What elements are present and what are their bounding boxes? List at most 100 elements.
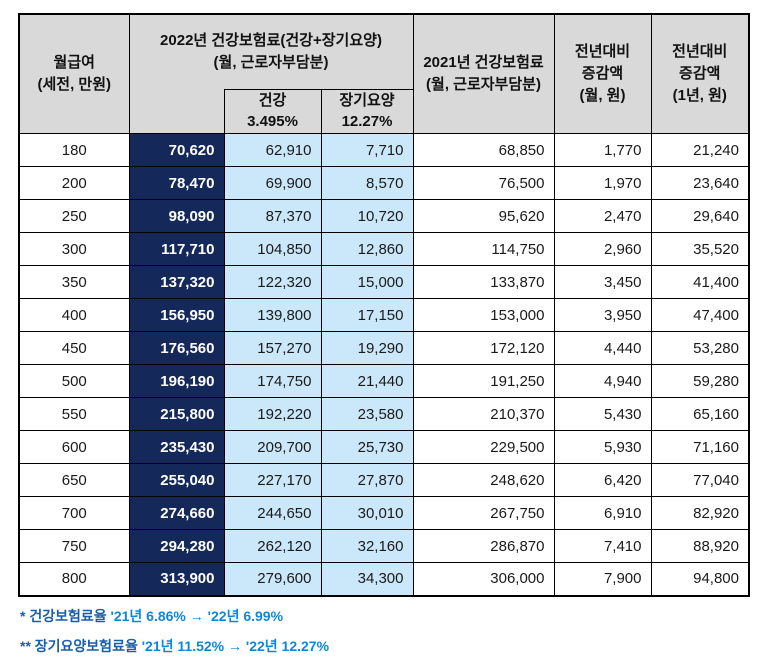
- diff-year-cell: 77,040: [650, 463, 750, 497]
- total-2022-cell: 196,190: [128, 364, 225, 398]
- salary-cell: 600: [18, 430, 130, 464]
- table-row: 700 274,660 244,650 30,010 267,750 6,910 82,92…: [18, 496, 750, 530]
- salary-cell: 500: [18, 364, 130, 398]
- total-2021-cell: 95,620: [412, 199, 555, 233]
- table-row: 500 196,190 174,750 21,440 191,250 4,940 59,28…: [18, 364, 750, 398]
- total-2022-cell: 156,950: [128, 298, 225, 332]
- diff-year-cell: 82,920: [650, 496, 750, 530]
- header-diff-year: 전년대비 증감액 (1년, 원): [650, 13, 750, 134]
- diff-month-cell: 1,770: [553, 133, 652, 167]
- health-cell: 279,600: [223, 562, 322, 596]
- health-cell: 104,850: [223, 232, 322, 266]
- health-cell: 122,320: [223, 265, 322, 299]
- salary-cell: 250: [18, 199, 130, 233]
- salary-cell: 400: [18, 298, 130, 332]
- table-row: 800 313,900 279,600 34,300 306,000 7,900 94,80…: [18, 562, 750, 596]
- salary-cell: 700: [18, 496, 130, 530]
- diff-month-cell: 7,900: [553, 562, 652, 596]
- salary-cell: 200: [18, 166, 130, 200]
- total-2022-cell: 137,320: [128, 265, 225, 299]
- table-row: 350 137,320 122,320 15,000 133,870 3,450 41,40…: [18, 265, 750, 299]
- footnote-longterm-rate: ** 장기요양보험료율 '21년 11.52% → '22년 12.27%: [20, 639, 748, 653]
- total-2021-cell: 172,120: [412, 331, 555, 365]
- longterm-cell: 30,010: [320, 496, 414, 530]
- header-health-rate: 건강 3.495%: [223, 88, 322, 134]
- salary-cell: 750: [18, 529, 130, 563]
- salary-cell: 180: [18, 133, 130, 167]
- total-2021-cell: 286,870: [412, 529, 555, 563]
- footnote-longterm-rate-label: ** 장기요양보험료율: [20, 637, 138, 654]
- footnote-health-rate-label: * 건강보험료율: [20, 607, 107, 624]
- diff-month-cell: 5,930: [553, 430, 652, 464]
- longterm-cell: 23,580: [320, 397, 414, 431]
- longterm-cell: 15,000: [320, 265, 414, 299]
- salary-cell: 550: [18, 397, 130, 431]
- total-2022-cell: 274,660: [128, 496, 225, 530]
- footnote-health-rate: * 건강보험료율 '21년 6.86% → '22년 6.99%: [20, 609, 748, 623]
- diff-year-cell: 71,160: [650, 430, 750, 464]
- longterm-cell: 32,160: [320, 529, 414, 563]
- header-longterm-rate: 장기요양 12.27%: [320, 88, 414, 134]
- diff-year-cell: 65,160: [650, 397, 750, 431]
- longterm-cell: 19,290: [320, 331, 414, 365]
- diff-year-cell: 41,400: [650, 265, 750, 299]
- diff-month-cell: 1,970: [553, 166, 652, 200]
- table-row: 300 117,710 104,850 12,860 114,750 2,960 35,52…: [18, 232, 750, 266]
- total-2021-cell: 114,750: [412, 232, 555, 266]
- health-cell: 87,370: [223, 199, 322, 233]
- header-2021-premium: 2021년 건강보험료 (월, 근로자부담분): [412, 13, 555, 134]
- diff-year-cell: 94,800: [650, 562, 750, 596]
- footnote-health-rate-value: '21년 6.86% → '22년 6.99%: [110, 607, 284, 624]
- health-cell: 244,650: [223, 496, 322, 530]
- total-2021-cell: 267,750: [412, 496, 555, 530]
- diff-month-cell: 7,410: [553, 529, 652, 563]
- table-body: 180 70,620 62,910 7,710 68,850 1,770 21,240 200…: [18, 133, 750, 596]
- longterm-cell: 17,150: [320, 298, 414, 332]
- health-cell: 174,750: [223, 364, 322, 398]
- salary-cell: 800: [18, 562, 130, 596]
- total-2022-cell: 215,800: [128, 397, 225, 431]
- total-2021-cell: 229,500: [412, 430, 555, 464]
- salary-cell: 300: [18, 232, 130, 266]
- header-salary: 월급여 (세전, 만원): [18, 13, 130, 134]
- table-row: 600 235,430 209,700 25,730 229,500 5,930 71,16…: [18, 430, 750, 464]
- longterm-cell: 12,860: [320, 232, 414, 266]
- health-cell: 69,900: [223, 166, 322, 200]
- total-2022-cell: 313,900: [128, 562, 225, 596]
- table-row: 650 255,040 227,170 27,870 248,620 6,420 77,04…: [18, 463, 750, 497]
- table-row: 180 70,620 62,910 7,710 68,850 1,770 21,240: [18, 133, 750, 167]
- health-cell: 157,270: [223, 331, 322, 365]
- diff-month-cell: 6,420: [553, 463, 652, 497]
- diff-month-cell: 4,940: [553, 364, 652, 398]
- diff-year-cell: 88,920: [650, 529, 750, 563]
- salary-cell: 650: [18, 463, 130, 497]
- health-cell: 62,910: [223, 133, 322, 167]
- health-cell: 192,220: [223, 397, 322, 431]
- longterm-cell: 27,870: [320, 463, 414, 497]
- total-2022-cell: 235,430: [128, 430, 225, 464]
- header-diff-month: 전년대비 증감액 (월, 원): [553, 13, 652, 134]
- total-2022-cell: 294,280: [128, 529, 225, 563]
- header-2022-premium-group: 2022년 건강보험료(건강+장기요양) (월, 근로자부담분): [128, 13, 414, 89]
- diff-year-cell: 29,640: [650, 199, 750, 233]
- diff-year-cell: 59,280: [650, 364, 750, 398]
- total-2021-cell: 210,370: [412, 397, 555, 431]
- longterm-cell: 8,570: [320, 166, 414, 200]
- total-2021-cell: 306,000: [412, 562, 555, 596]
- diff-month-cell: 4,440: [553, 331, 652, 365]
- table-row: 450 176,560 157,270 19,290 172,120 4,440 53,28…: [18, 331, 750, 365]
- total-2022-cell: 78,470: [128, 166, 225, 200]
- total-2021-cell: 68,850: [412, 133, 555, 167]
- table-row: 400 156,950 139,800 17,150 153,000 3,950 47,40…: [18, 298, 750, 332]
- diff-month-cell: 3,450: [553, 265, 652, 299]
- total-2022-cell: 117,710: [128, 232, 225, 266]
- total-2022-cell: 98,090: [128, 199, 225, 233]
- longterm-cell: 25,730: [320, 430, 414, 464]
- table-header: 월급여 (세전, 만원) 2022년 건강보험료(건강+장기요양) (월, 근로…: [18, 13, 750, 134]
- health-cell: 209,700: [223, 430, 322, 464]
- footnote-longterm-rate-value: '21년 11.52% → '22년 12.27%: [141, 637, 330, 654]
- diff-month-cell: 2,470: [553, 199, 652, 233]
- footnotes: * 건강보험료율 '21년 6.86% → '22년 6.99% ** 장기요양…: [20, 609, 748, 653]
- insurance-premium-table: 월급여 (세전, 만원) 2022년 건강보험료(건강+장기요양) (월, 근로…: [18, 13, 750, 597]
